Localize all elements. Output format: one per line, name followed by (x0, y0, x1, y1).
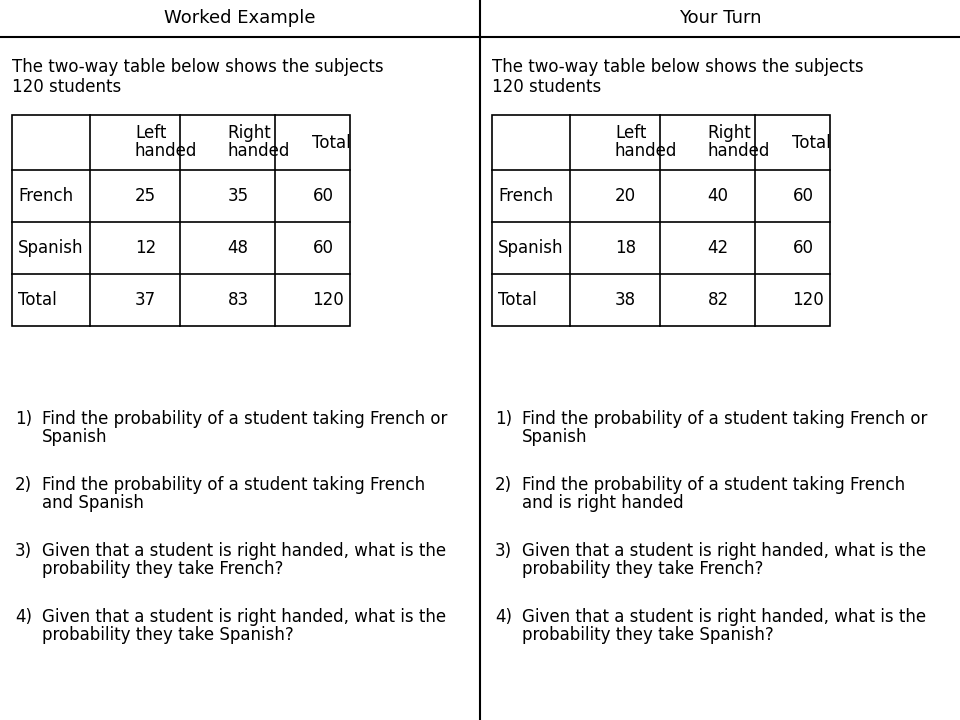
Text: 60: 60 (793, 187, 813, 205)
Text: 120: 120 (793, 291, 825, 309)
Text: 37: 37 (135, 291, 156, 309)
Text: 12: 12 (135, 239, 156, 257)
Text: Right: Right (228, 125, 272, 143)
Text: 48: 48 (228, 239, 249, 257)
Text: and is right handed: and is right handed (522, 494, 684, 512)
Bar (12, 115, 350, 326)
Text: 38: 38 (615, 291, 636, 309)
Text: probability they take Spanish?: probability they take Spanish? (522, 626, 774, 644)
Text: handed: handed (135, 143, 198, 161)
Text: Spanish: Spanish (18, 239, 84, 257)
Text: handed: handed (708, 143, 770, 161)
Text: 2): 2) (495, 476, 512, 494)
Text: Given that a student is right handed, what is the: Given that a student is right handed, wh… (42, 608, 446, 626)
Text: probability they take Spanish?: probability they take Spanish? (42, 626, 294, 644)
Text: Spanish: Spanish (42, 428, 108, 446)
Text: Spanish: Spanish (522, 428, 588, 446)
Text: The two-way table below shows the subjects: The two-way table below shows the subjec… (492, 58, 864, 76)
Bar (492, 115, 830, 326)
Text: 2): 2) (15, 476, 32, 494)
Text: 25: 25 (135, 187, 156, 205)
Text: Total: Total (18, 291, 57, 309)
Text: 4): 4) (495, 608, 512, 626)
Text: 120 students: 120 students (492, 78, 601, 96)
Text: The two-way table below shows the subjects: The two-way table below shows the subjec… (12, 58, 384, 76)
Text: 3): 3) (495, 542, 512, 560)
Text: probability they take French?: probability they take French? (522, 560, 763, 578)
Text: probability they take French?: probability they take French? (42, 560, 283, 578)
Text: 120 students: 120 students (12, 78, 121, 96)
Text: 40: 40 (708, 187, 729, 205)
Text: Total: Total (313, 133, 351, 151)
Text: Find the probability of a student taking French: Find the probability of a student taking… (522, 476, 905, 494)
Text: Left: Left (615, 125, 646, 143)
Text: French: French (498, 187, 553, 205)
Text: 35: 35 (228, 187, 249, 205)
Text: Find the probability of a student taking French: Find the probability of a student taking… (42, 476, 425, 494)
Text: Given that a student is right handed, what is the: Given that a student is right handed, wh… (42, 542, 446, 560)
Text: Worked Example: Worked Example (164, 9, 316, 27)
Text: Right: Right (708, 125, 752, 143)
Text: Given that a student is right handed, what is the: Given that a student is right handed, wh… (522, 542, 926, 560)
Text: 83: 83 (228, 291, 249, 309)
Text: handed: handed (228, 143, 290, 161)
Text: 4): 4) (15, 608, 32, 626)
Text: Find the probability of a student taking French or: Find the probability of a student taking… (42, 410, 447, 428)
Text: 60: 60 (313, 239, 333, 257)
Text: 20: 20 (615, 187, 636, 205)
Text: 42: 42 (708, 239, 729, 257)
Text: Total: Total (498, 291, 537, 309)
Text: French: French (18, 187, 73, 205)
Text: 18: 18 (615, 239, 636, 257)
Text: handed: handed (615, 143, 678, 161)
Text: Your Turn: Your Turn (679, 9, 761, 27)
Text: 120: 120 (313, 291, 345, 309)
Text: and Spanish: and Spanish (42, 494, 144, 512)
Text: 60: 60 (793, 239, 813, 257)
Text: 1): 1) (15, 410, 32, 428)
Text: 3): 3) (15, 542, 32, 560)
Text: Find the probability of a student taking French or: Find the probability of a student taking… (522, 410, 927, 428)
Text: 1): 1) (495, 410, 512, 428)
Text: 82: 82 (708, 291, 729, 309)
Text: Total: Total (793, 133, 831, 151)
Text: Left: Left (135, 125, 166, 143)
Text: Given that a student is right handed, what is the: Given that a student is right handed, wh… (522, 608, 926, 626)
Text: 60: 60 (313, 187, 333, 205)
Text: Spanish: Spanish (498, 239, 564, 257)
